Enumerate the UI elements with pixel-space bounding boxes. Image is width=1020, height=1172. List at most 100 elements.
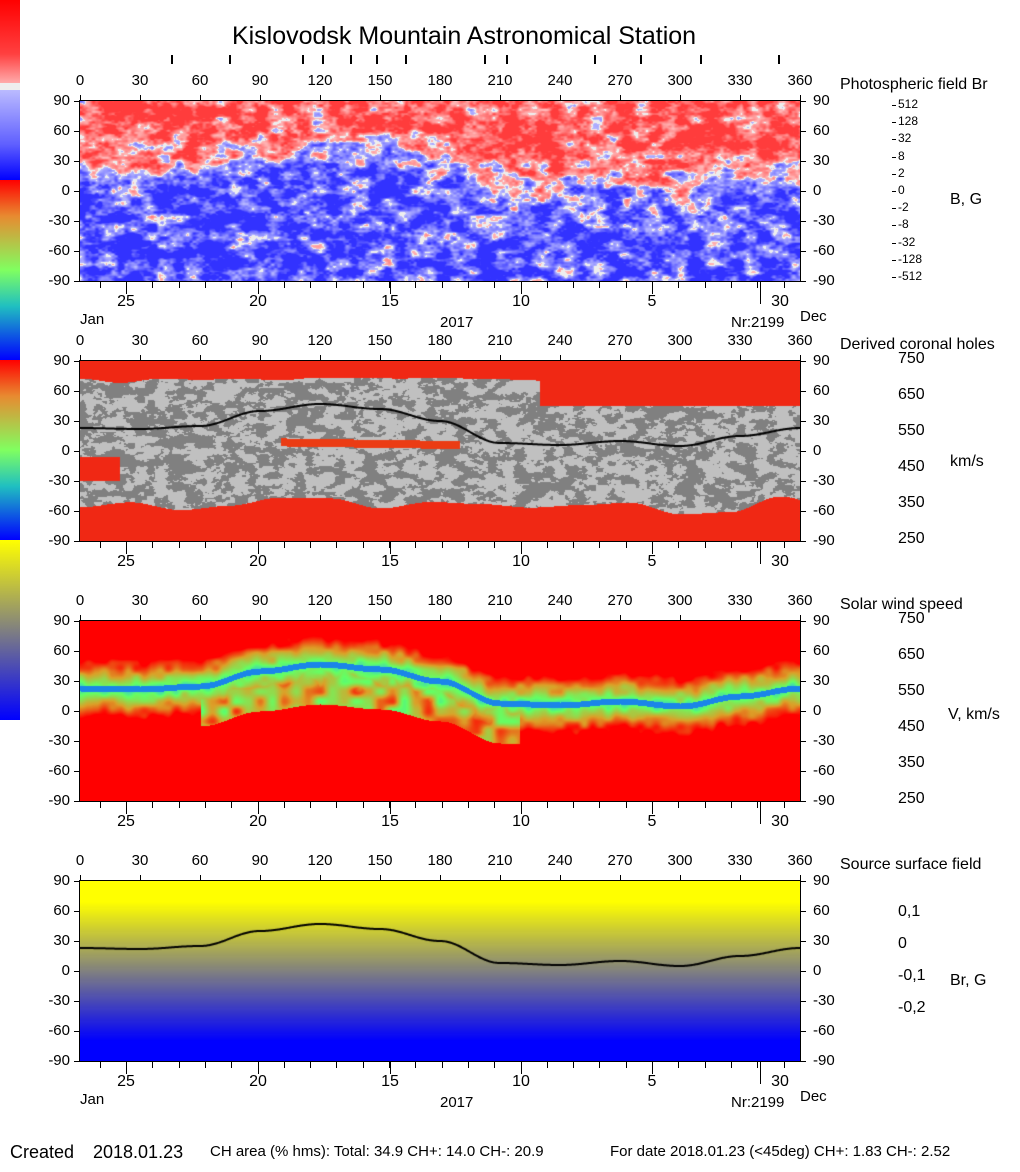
month-right-label: Dec — [800, 308, 827, 325]
date-marker — [405, 55, 407, 64]
y-right-tick-label: 60 — [813, 902, 830, 919]
colorbar-tick-label: 350 — [898, 754, 925, 771]
x-top-tick — [200, 95, 201, 100]
colorbar-tick — [892, 173, 896, 175]
day-major-tick — [521, 282, 522, 294]
x-top-tick — [800, 875, 801, 880]
x-top-tick-label: 240 — [547, 852, 573, 869]
y-right-tick-label: 30 — [813, 152, 830, 169]
day-tick — [100, 802, 101, 808]
y-tick — [74, 221, 79, 222]
day-major-tick — [760, 1062, 761, 1084]
y-tick — [74, 911, 79, 912]
day-major-tick — [652, 542, 653, 554]
colorbar-tick-label: 550 — [898, 422, 925, 439]
x-top-tick — [140, 95, 141, 100]
x-top-tick — [380, 875, 381, 880]
day-tick — [231, 1062, 232, 1068]
colorbar-tick-label: 8 — [898, 148, 905, 163]
day-tick — [363, 1062, 364, 1068]
y-tick — [74, 361, 79, 362]
day-tick — [705, 1062, 706, 1068]
day-tick — [310, 1062, 311, 1068]
day-tick — [231, 802, 232, 808]
x-top-tick — [740, 875, 741, 880]
date-marker — [350, 55, 352, 64]
day-major-tick — [126, 802, 127, 814]
y-tick — [801, 251, 806, 252]
y-tick — [801, 191, 806, 192]
colorbar-tick-label: 32 — [898, 131, 912, 146]
day-major-tick — [760, 282, 761, 304]
day-tick — [415, 1062, 416, 1068]
x-top-tick-label: 330 — [727, 852, 753, 869]
y-left-tick-label: 60 — [53, 122, 70, 139]
x-top-tick-label: 300 — [667, 72, 693, 89]
colorbar-tick-label: 0 — [898, 183, 905, 197]
x-top-tick — [560, 355, 561, 360]
heatmap-4 — [80, 881, 800, 1061]
y-tick — [801, 1031, 806, 1032]
day-tick — [389, 802, 390, 808]
colorbar-tick-label: -0,2 — [898, 999, 926, 1016]
date-marker — [484, 55, 486, 64]
y-right-tick-label: -30 — [813, 992, 835, 1009]
day-tick — [757, 802, 758, 808]
day-tick — [389, 542, 390, 548]
day-major-tick — [258, 282, 259, 294]
x-top-tick-label: 0 — [75, 592, 85, 609]
x-top-tick — [320, 615, 321, 620]
y-right-tick-label: 0 — [813, 962, 822, 979]
y-tick — [801, 971, 806, 972]
y-right-tick-label: 90 — [813, 352, 830, 369]
y-left-tick-label: -90 — [48, 272, 70, 289]
y-left-tick-label: -90 — [48, 1052, 70, 1069]
day-tick — [310, 802, 311, 808]
date-marker — [778, 55, 780, 64]
x-bottom-tick-label: 10 — [512, 293, 530, 310]
x-top-tick-label: 360 — [787, 852, 813, 869]
x-top-tick — [200, 355, 201, 360]
date-marker — [302, 55, 304, 64]
x-bottom-tick-label: 30 — [771, 1073, 789, 1090]
day-major-tick — [652, 802, 653, 814]
x-top-tick-label: 90 — [251, 852, 269, 869]
day-tick — [494, 542, 495, 548]
y-right-tick-label: -90 — [813, 1052, 835, 1069]
x-top-tick-label: 180 — [427, 72, 453, 89]
y-left-tick-label: -60 — [48, 1022, 70, 1039]
month-left-label: Jan — [80, 1091, 105, 1108]
y-left-tick-label: 30 — [53, 672, 70, 689]
x-top-tick — [620, 95, 621, 100]
y-tick — [801, 801, 806, 802]
x-top-tick — [680, 875, 681, 880]
x-top-tick-label: 300 — [667, 592, 693, 609]
x-top-tick — [80, 95, 81, 100]
day-tick — [205, 282, 206, 288]
x-top-tick-label: 240 — [547, 332, 573, 349]
x-top-tick — [200, 615, 201, 620]
day-tick — [336, 1062, 337, 1068]
x-top-tick — [80, 875, 81, 880]
day-tick — [494, 1062, 495, 1068]
date-marker — [171, 55, 173, 64]
colorbar-unit: km/s — [950, 453, 984, 470]
day-tick — [284, 802, 285, 808]
day-major-tick — [390, 282, 391, 294]
heatmap-3 — [80, 621, 800, 801]
day-tick — [389, 1062, 390, 1068]
day-tick — [784, 282, 785, 288]
y-tick — [74, 651, 79, 652]
day-tick — [705, 542, 706, 548]
x-bottom-tick-label: 10 — [512, 1073, 530, 1090]
x-bottom-tick-label: 20 — [249, 1073, 267, 1090]
y-tick — [801, 711, 806, 712]
y-tick — [74, 681, 79, 682]
x-top-tick — [440, 95, 441, 100]
y-right-tick-label: 0 — [813, 442, 822, 459]
x-top-tick-label: 120 — [307, 72, 333, 89]
x-top-tick — [260, 875, 261, 880]
x-top-tick — [140, 615, 141, 620]
y-left-tick-label: 0 — [61, 702, 70, 719]
day-tick — [179, 282, 180, 288]
